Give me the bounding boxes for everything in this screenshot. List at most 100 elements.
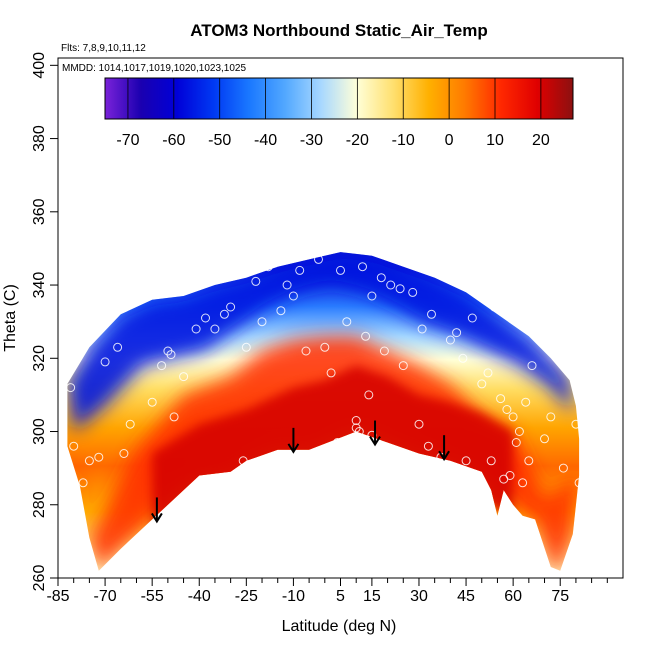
- observation-point: [241, 342, 251, 352]
- observation-point: [69, 441, 79, 451]
- colorbar-tick-label: -60: [162, 132, 185, 149]
- observation-point: [276, 306, 286, 316]
- observation-point: [540, 434, 549, 444]
- observation-point: [483, 368, 493, 378]
- observation-point: [364, 390, 374, 400]
- dates-annotation: MMDD: 1014,1017,1019,1020,1023,1025: [62, 63, 246, 74]
- observation-point: [201, 313, 210, 323]
- observation-point: [169, 412, 179, 422]
- y-axis-label: Theta (C): [2, 284, 19, 352]
- observation-point: [496, 394, 506, 404]
- x-tick-label: 75: [551, 588, 569, 605]
- observation-point: [546, 412, 556, 422]
- observation-point: [521, 397, 531, 407]
- observation-point: [574, 478, 584, 488]
- observation-point: [511, 438, 521, 447]
- arrow-marker: [438, 435, 450, 462]
- observation-point: [461, 456, 471, 466]
- observation-point: [238, 456, 248, 466]
- observation-point: [477, 379, 487, 389]
- observation-point: [332, 438, 342, 447]
- observation-point: [518, 478, 528, 488]
- observation-point: [486, 456, 496, 466]
- observation-point: [78, 478, 88, 488]
- observation-point: [358, 262, 367, 272]
- observation-point: [508, 412, 518, 422]
- colorbar-tick-label: -20: [346, 132, 369, 149]
- observation-point: [452, 328, 462, 338]
- arrows: [151, 420, 450, 524]
- observation-point: [282, 280, 292, 290]
- observation-point: [326, 368, 336, 378]
- x-tick-label: -10: [282, 588, 305, 605]
- observation-point: [351, 416, 361, 425]
- arrow-marker: [287, 427, 300, 454]
- observation-point: [147, 397, 157, 407]
- observation-point: [502, 405, 512, 414]
- observation-point: [427, 309, 436, 319]
- observation-point: [84, 456, 94, 466]
- observation-point: [125, 419, 135, 429]
- x-tick-label: -70: [94, 588, 117, 605]
- y-tick-label: 400: [31, 52, 48, 79]
- x-tick-label: 45: [457, 588, 475, 605]
- observation-point: [94, 452, 104, 462]
- observations: [66, 254, 584, 488]
- observation-point: [226, 302, 236, 312]
- observation-point: [376, 273, 386, 283]
- observation-point: [191, 324, 201, 334]
- y-tick-label: 260: [31, 565, 48, 592]
- observation-point: [408, 287, 418, 297]
- colorbar-tick-label: 10: [486, 132, 504, 149]
- observation-point: [100, 357, 110, 367]
- colorbar-tick-label: -70: [116, 132, 139, 149]
- observation-point: [414, 419, 424, 429]
- x-tick-label: 5: [336, 588, 345, 605]
- observation-point: [445, 335, 455, 345]
- colorbar-tick-label: 20: [532, 132, 550, 149]
- x-tick-label: -25: [235, 588, 258, 605]
- observation-point: [301, 346, 311, 356]
- observation-point: [558, 463, 568, 473]
- observation-point: [514, 427, 524, 436]
- y-tick-label: 280: [31, 491, 48, 518]
- colorbar-tick-label: -50: [208, 132, 231, 149]
- observation-point: [119, 449, 129, 458]
- observation-point: [423, 441, 433, 451]
- observation-point: [219, 309, 229, 319]
- x-tick-label: -85: [46, 588, 69, 605]
- observation-point: [571, 419, 581, 429]
- observation-point: [565, 364, 575, 374]
- arrow-marker: [151, 497, 163, 524]
- x-axis: -85 -70 -55 -40 -25 -10 5 15 30 45 60 75: [46, 578, 608, 605]
- colorbar-tick-label: -40: [254, 132, 277, 149]
- observation-point: [179, 372, 189, 382]
- observation-point: [395, 284, 405, 294]
- x-tick-label: 15: [363, 588, 381, 605]
- observation-point: [288, 291, 298, 301]
- y-tick-label: 360: [31, 198, 48, 225]
- observation-point: [386, 280, 396, 290]
- observation-point: [342, 317, 352, 327]
- observation-point: [314, 254, 323, 264]
- observation-point: [257, 317, 267, 327]
- observation-point: [213, 474, 223, 484]
- x-tick-label: -40: [188, 588, 211, 605]
- colorbar: -70 -60 -50 -40 -30 -20 -10 0 10 20: [104, 77, 574, 149]
- observation-point: [527, 361, 537, 371]
- x-tick-label: -55: [141, 588, 164, 605]
- observation-point: [66, 383, 76, 393]
- observation-point: [113, 342, 123, 352]
- observation-point: [354, 427, 364, 436]
- observation-point: [367, 291, 377, 301]
- x-tick-label: 30: [410, 588, 428, 605]
- colorbar-tick-label: 0: [445, 132, 454, 149]
- y-axis: 260 280 300 320 340 360 380 400: [31, 52, 58, 591]
- observation-point: [361, 331, 371, 341]
- observation-point: [489, 302, 499, 312]
- observation-point: [336, 265, 345, 275]
- observation-point: [320, 342, 330, 352]
- observation-point: [458, 353, 468, 363]
- observation-point: [210, 324, 220, 334]
- observation-point: [417, 324, 427, 334]
